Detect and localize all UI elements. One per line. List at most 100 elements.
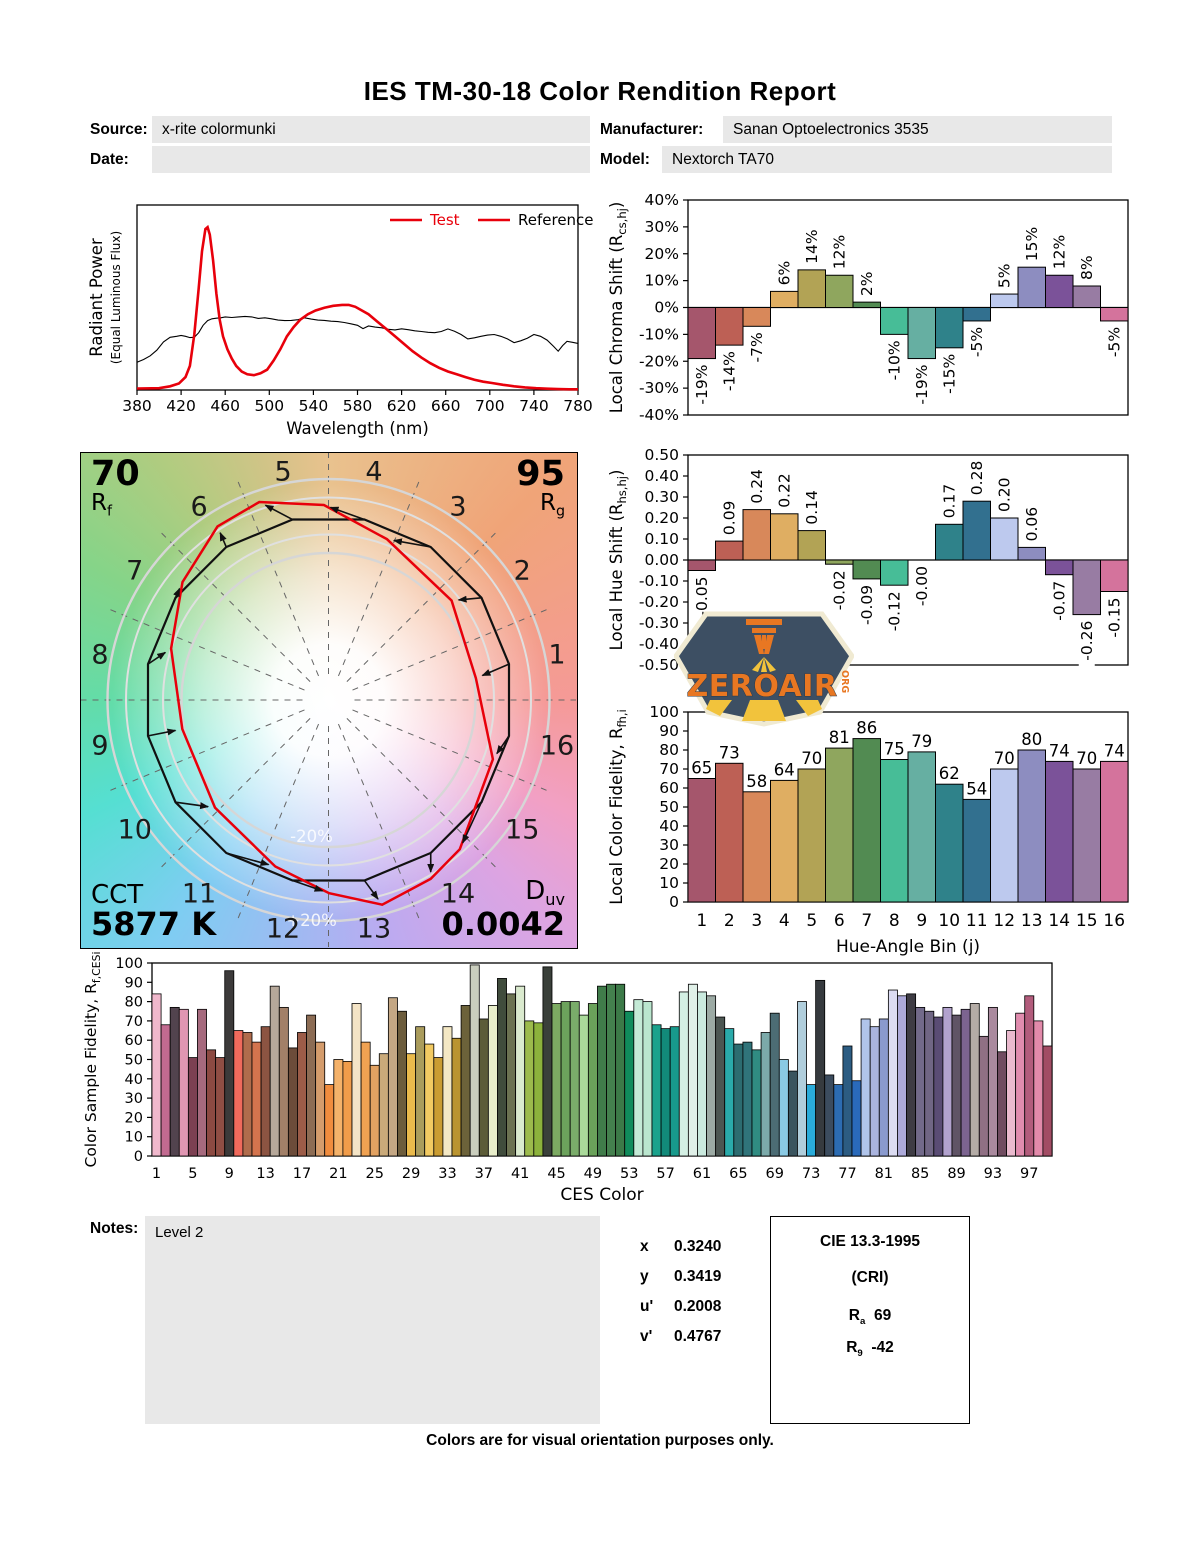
bar-label: -5% bbox=[968, 327, 986, 357]
bar-30 bbox=[415, 1026, 426, 1157]
bar-label: 70 bbox=[801, 749, 822, 768]
manufacturer-value: Sanan Optoelectronics 3535 bbox=[733, 120, 929, 138]
bar-9 bbox=[224, 970, 235, 1157]
manufacturer-field[interactable]: Sanan Optoelectronics 3535 bbox=[723, 116, 1112, 143]
bar-67 bbox=[751, 1049, 762, 1157]
bar-4 bbox=[770, 290, 799, 308]
x-tick-label: 93 bbox=[984, 1166, 1002, 1182]
x-tick-label: 69 bbox=[766, 1166, 784, 1182]
bar-14 bbox=[1045, 559, 1074, 576]
bar-1 bbox=[687, 559, 716, 571]
bar-label: 5% bbox=[995, 263, 1013, 288]
bar-3 bbox=[742, 791, 771, 903]
x-tick-label: 53 bbox=[620, 1166, 638, 1182]
y-tick-label: 0.50 bbox=[644, 446, 679, 464]
y-tick-label: 70 bbox=[659, 760, 679, 778]
bar-97 bbox=[1024, 995, 1035, 1157]
x-tick-label: 780 bbox=[563, 397, 593, 415]
bar-label: -0.12 bbox=[885, 591, 903, 631]
bar-label: 0.20 bbox=[995, 477, 1013, 512]
bar-49 bbox=[587, 1003, 598, 1157]
bar-27 bbox=[387, 997, 398, 1157]
bar-77 bbox=[842, 1045, 853, 1157]
rf-score: 70 Rf bbox=[91, 457, 140, 519]
bar-90 bbox=[960, 1008, 971, 1157]
date-field[interactable] bbox=[152, 146, 590, 173]
bar-label-bg bbox=[886, 589, 903, 644]
bar-3 bbox=[742, 307, 771, 327]
bar-label: 15% bbox=[1023, 227, 1041, 261]
color-vector-graphic: -20% +20% 1 2 3 4 5 6 7 8 9 10 11 12 13 14 15 16 70 Rf 95… bbox=[80, 452, 578, 949]
bar-32 bbox=[433, 1057, 444, 1157]
y-axis-label: Radiant Power bbox=[87, 238, 106, 357]
reference-ring bbox=[162, 533, 495, 867]
bar-11 bbox=[962, 307, 991, 322]
x-tick-label: 740 bbox=[519, 397, 549, 415]
bar-94 bbox=[997, 1051, 1007, 1157]
series-reference bbox=[136, 315, 579, 363]
source-label: Source: bbox=[90, 121, 148, 138]
bar-54 bbox=[633, 999, 644, 1157]
bar-5 bbox=[797, 768, 826, 903]
bar-5 bbox=[797, 530, 826, 561]
bar-63 bbox=[715, 1016, 726, 1157]
bar-1 bbox=[151, 993, 162, 1157]
bar-10 bbox=[233, 1030, 244, 1157]
series-test bbox=[136, 224, 578, 391]
y-tick-label: -0.40 bbox=[639, 635, 679, 653]
cri-r9: R9 -42 bbox=[846, 1339, 894, 1360]
bar-2 bbox=[160, 1024, 171, 1157]
y-axis-label: Color Sample Fidelity, Rf,CESi bbox=[82, 952, 103, 1168]
x-tick-label: 65 bbox=[729, 1166, 747, 1182]
bar-82 bbox=[887, 989, 898, 1157]
bar-label: 0.22 bbox=[775, 473, 793, 508]
reference-ring bbox=[180, 551, 477, 849]
logo-org-text: ORG bbox=[839, 670, 850, 693]
y-tick-label: -0.50 bbox=[639, 656, 679, 674]
bar-81 bbox=[878, 1018, 889, 1157]
bar-61 bbox=[697, 991, 707, 1157]
bar-label-bg bbox=[941, 351, 958, 398]
reference-ring bbox=[125, 496, 532, 904]
bar-74 bbox=[815, 979, 826, 1157]
bar-label-bg bbox=[1051, 578, 1068, 633]
rg-score: 95 Rg bbox=[516, 457, 565, 519]
notes-label: Notes: bbox=[90, 1220, 139, 1237]
bar-4 bbox=[178, 1008, 189, 1157]
bar-75 bbox=[824, 1074, 835, 1157]
bar-label: -0.26 bbox=[1078, 621, 1096, 661]
footer-note: Colors are for visual orientation purpos… bbox=[426, 1432, 774, 1449]
bar-33 bbox=[442, 1026, 453, 1157]
model-field[interactable]: Nextorch TA70 bbox=[662, 146, 1112, 173]
x-axis-label: Wavelength (nm) bbox=[286, 419, 429, 438]
y-tick-label: 50 bbox=[125, 1053, 143, 1069]
notes-field[interactable]: Level 2 bbox=[145, 1216, 600, 1424]
bar-16 bbox=[1100, 559, 1129, 592]
bar-66 bbox=[742, 1041, 753, 1157]
model-label: Model: bbox=[600, 151, 650, 168]
bar-8 bbox=[880, 759, 909, 903]
bar-22 bbox=[342, 1061, 353, 1157]
legend-label-test: Test bbox=[429, 211, 460, 229]
x-tick-label: 37 bbox=[475, 1166, 493, 1182]
bin-label-11: 11 bbox=[182, 879, 216, 910]
bars bbox=[151, 964, 1053, 1157]
bar-label-bg bbox=[721, 349, 738, 395]
bar-15 bbox=[1072, 285, 1101, 308]
bar-58 bbox=[669, 1026, 680, 1157]
rg-value: 95 bbox=[516, 454, 565, 494]
y-tick-label: 0.10 bbox=[644, 530, 679, 548]
local-hue-shift-chart: 0.500.400.300.200.100.00-0.10-0.20-0.30-… bbox=[607, 446, 1129, 674]
bar-label-bg bbox=[748, 330, 765, 367]
bar-89 bbox=[951, 1014, 962, 1157]
x-tick-label: 97 bbox=[1020, 1166, 1038, 1182]
source-field[interactable]: x-rite colormunki bbox=[152, 116, 590, 143]
bar-36 bbox=[469, 964, 480, 1157]
bar-91 bbox=[969, 1003, 980, 1157]
bar-6 bbox=[197, 1008, 207, 1157]
y-tick-label: 0.00 bbox=[644, 551, 679, 569]
bar-label: 70 bbox=[1076, 749, 1097, 768]
